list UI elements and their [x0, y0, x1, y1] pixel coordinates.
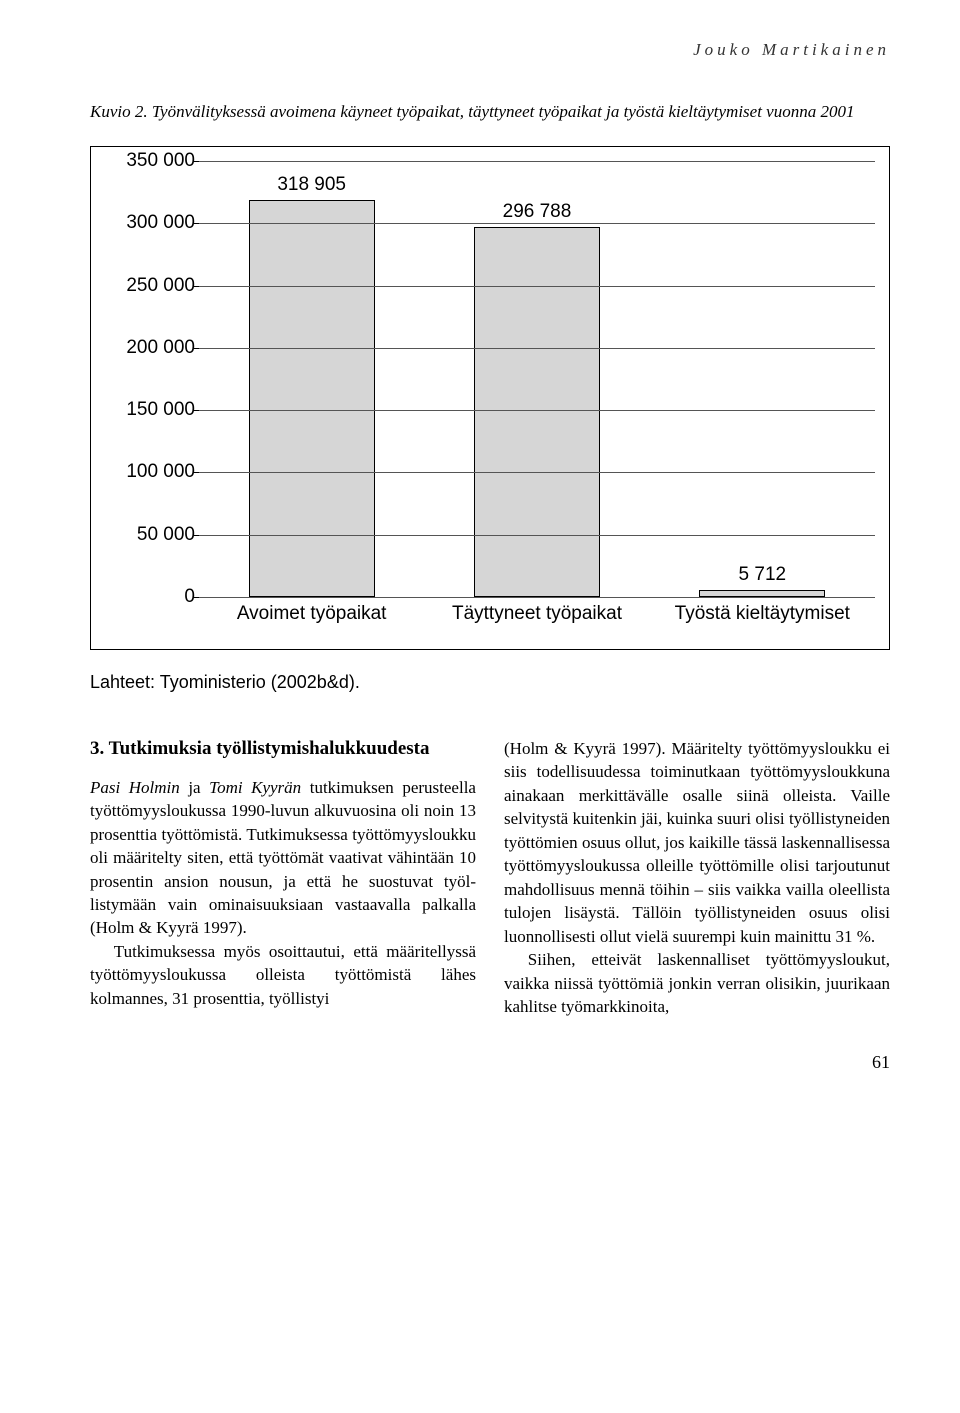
- bar-value-label: 5 712: [739, 564, 787, 586]
- body-paragraph: (Holm & Kyyrä 1997). Määritelty työttömy…: [504, 737, 890, 948]
- gridline: [199, 223, 875, 224]
- y-tick: [193, 535, 199, 536]
- body-paragraph: Siihen, etteivät laskennalliset työttömy…: [504, 948, 890, 1018]
- bar-slot: 5 712: [650, 161, 875, 597]
- bar-slot: 318 905: [199, 161, 424, 597]
- gridline: [199, 535, 875, 536]
- gridline: [199, 348, 875, 349]
- body-paragraph: Pasi Holmin ja Tomi Kyyrän tutkimuksen p…: [90, 776, 476, 940]
- y-tick: [193, 410, 199, 411]
- left-column: 3. Tutkimuksia työllistymis­halukkuudest…: [90, 737, 476, 1018]
- y-tick: [193, 286, 199, 287]
- x-axis-labels: Avoimet työpaikatTäyttyneet työpaikatTyö…: [199, 603, 875, 625]
- bar: [699, 590, 825, 597]
- gridline: [199, 472, 875, 473]
- bar-slot: 296 788: [424, 161, 649, 597]
- author-name: Tomi Kyyrän: [209, 778, 301, 797]
- y-tick: [193, 161, 199, 162]
- body-text: ja: [180, 778, 209, 797]
- gridline: [199, 410, 875, 411]
- chart-plot-area: 318 905 296 788 5 712: [199, 161, 875, 597]
- bar: [474, 227, 600, 597]
- y-tick: [193, 348, 199, 349]
- x-tick-label: Täyttyneet työpaikat: [424, 603, 649, 625]
- right-column: (Holm & Kyyrä 1997). Määritelty työttömy…: [504, 737, 890, 1018]
- body-text: tutkimuksen pe­rusteella työttömyyslouku…: [90, 778, 476, 938]
- gridline: [199, 597, 875, 598]
- chart-frame: 350 000300 000250 000200 000150 000100 0…: [90, 146, 890, 650]
- x-tick-label: Työstä kieltäytymiset: [650, 603, 875, 625]
- y-tick: [193, 472, 199, 473]
- figure-caption: Kuvio 2. Työnvälityksessä avoimena käyne…: [90, 102, 890, 122]
- y-tick: [193, 597, 199, 598]
- bar-value-label: 296 788: [503, 201, 572, 223]
- body-columns: 3. Tutkimuksia työllistymis­halukkuudest…: [90, 737, 890, 1018]
- y-tick: [193, 223, 199, 224]
- x-tick-label: Avoimet työpaikat: [199, 603, 424, 625]
- author-name: Pasi Holmin: [90, 778, 180, 797]
- running-head: Jouko Martikainen: [90, 40, 890, 60]
- gridline: [199, 161, 875, 162]
- figure-source: Lahteet: Tyoministerio (2002b&d).: [90, 672, 890, 693]
- y-axis-labels: 350 000300 000250 000200 000150 000100 0…: [105, 161, 195, 597]
- section-heading: 3. Tutkimuksia työllistymis­halukkuudest…: [90, 737, 476, 762]
- gridline: [199, 286, 875, 287]
- bar: [249, 200, 375, 597]
- page-number: 61: [90, 1052, 890, 1073]
- bar-value-label: 318 905: [277, 174, 346, 196]
- body-paragraph: Tutkimuksessa myös osoittautui, että mää…: [90, 940, 476, 1010]
